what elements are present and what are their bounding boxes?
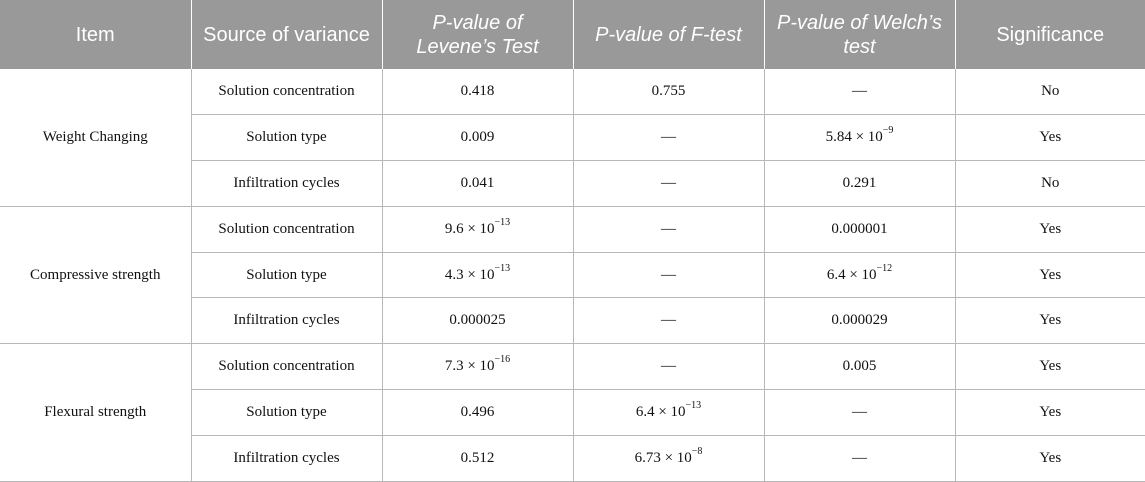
ftest-cell: — (572, 159, 765, 207)
header-f-test-p-value: P-value of F-test (572, 0, 764, 69)
source-cell: Solution concentration (190, 205, 383, 253)
source-cell: Solution concentration (190, 343, 383, 391)
item-cell: Flexural strength (0, 343, 192, 482)
levene-cell: 0.496 (381, 389, 574, 437)
welch-cell: — (763, 69, 956, 115)
significance-cell: Yes (954, 343, 1145, 391)
levene-cell: 0.000025 (381, 297, 574, 345)
ftest-cell: 0.755 (572, 69, 765, 115)
ftest-cell: 6.4 × 10−13 (572, 389, 765, 437)
source-cell: Infiltration cycles (191, 159, 383, 207)
welch-cell: 0.291 (763, 159, 956, 207)
welch-cell: 5.84 × 10−9 (763, 113, 956, 161)
significance-cell: No (954, 159, 1145, 207)
welch-cell: — (763, 435, 956, 482)
header-source-of-variance: Source of variance (190, 0, 382, 69)
levene-cell: 0.009 (381, 113, 574, 161)
levene-cell: 0.041 (381, 159, 574, 207)
welch-cell: 0.005 (763, 343, 956, 391)
levene-cell: 0.418 (381, 69, 574, 115)
welch-cell: 6.4 × 10−12 (763, 251, 956, 299)
levene-cell: 7.3 × 10−16 (381, 343, 574, 391)
welch-cell: 0.000029 (763, 297, 956, 345)
header-significance: Significance (954, 0, 1145, 69)
source-cell: Infiltration cycles (191, 297, 383, 345)
welch-cell: — (763, 389, 956, 437)
header-item: Item (0, 0, 191, 69)
significance-cell: No (954, 69, 1145, 115)
table-row: Weight Changing Solution concentration 0… (0, 69, 1145, 207)
table-row: Infiltration cycles 0.000025 — 0.000029 … (0, 297, 1145, 345)
ftest-cell: — (572, 113, 765, 161)
source-cell: Infiltration cycles (191, 435, 383, 482)
significance-cell: Yes (954, 113, 1145, 161)
levene-cell: 4.3 × 10−13 (381, 251, 574, 299)
levene-cell: 9.6 × 10−13 (381, 205, 574, 253)
item-cell: Weight Changing (0, 69, 192, 207)
significance-cell: Yes (954, 435, 1145, 482)
ftest-cell: — (572, 297, 765, 345)
table-row: Solution type 4.3 × 10−13 — 6.4 × 10−12 … (0, 251, 1145, 299)
ftest-cell: 6.73 × 10−8 (572, 435, 765, 482)
levene-cell: 0.512 (381, 435, 574, 482)
table-row: Compressive strength Solution concentrat… (0, 205, 1145, 345)
ftest-cell: — (572, 251, 765, 299)
header-welch-p-value: P-value of Welch’s test (763, 0, 955, 69)
header-levene-p-value: P-value of Levene’s Test (381, 0, 573, 69)
significance-cell: Yes (954, 297, 1145, 345)
ftest-cell: — (572, 205, 765, 253)
table-row: Infiltration cycles 0.041 — 0.291 No (0, 159, 1145, 207)
header-row: Item Source of variance P-value of Leven… (0, 0, 1145, 69)
source-cell: Solution type (191, 113, 383, 161)
welch-cell: 0.000001 (763, 205, 956, 253)
significance-cell: Yes (954, 251, 1145, 299)
table-row: Infiltration cycles 0.512 6.73 × 10−8 — … (0, 435, 1145, 482)
significance-cell: Yes (954, 389, 1145, 437)
source-cell: Solution type (191, 251, 383, 299)
source-cell: Solution concentration (190, 69, 383, 115)
ftest-cell: — (572, 343, 765, 391)
source-cell: Solution type (191, 389, 383, 437)
significance-cell: Yes (954, 205, 1145, 253)
table-row: Flexural strength Solution concentration… (0, 343, 1145, 482)
item-cell: Compressive strength (0, 205, 192, 345)
